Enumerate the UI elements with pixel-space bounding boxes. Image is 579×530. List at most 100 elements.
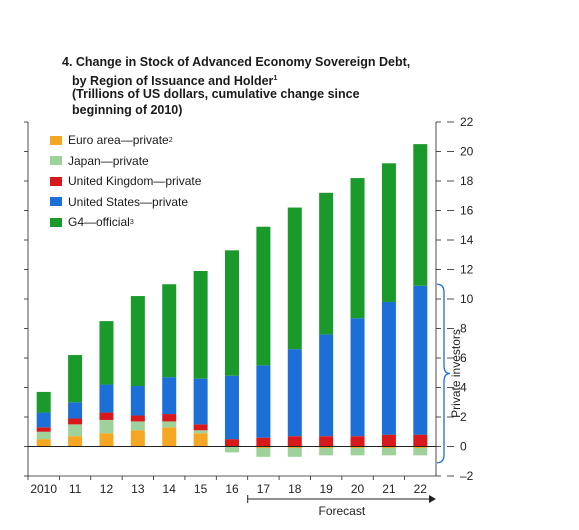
bar-segment	[381, 434, 396, 447]
bar-segment	[287, 446, 302, 448]
x-tick-label: 13	[131, 482, 145, 496]
bar-segment	[68, 418, 83, 425]
bar-segment	[162, 421, 177, 428]
bar-segment	[256, 365, 271, 438]
bar-segment	[68, 402, 83, 419]
legend-swatch	[50, 197, 62, 207]
bar-segment	[36, 391, 51, 413]
bar-segment	[319, 192, 334, 335]
y-tick-label: 4	[460, 381, 467, 395]
chart-title-line-2: by Region of Issuance and Holder1	[72, 71, 277, 89]
y-tick-label: 6	[460, 351, 467, 365]
bar-segment	[36, 412, 51, 428]
x-tick-label: 21	[382, 482, 396, 496]
bar-segment	[68, 436, 83, 447]
chart-title-line-2-text: by Region of Issuance and Holder	[72, 74, 274, 89]
y-tick-label: 2	[460, 410, 467, 424]
bar-segment	[287, 447, 302, 457]
legend-item: G4—official 3	[50, 212, 201, 233]
legend-swatch	[50, 135, 62, 145]
y-tick-label: 8	[460, 322, 467, 336]
bar-segment	[287, 207, 302, 350]
legend-superscript: 2	[168, 136, 173, 144]
legend-label: United States—private	[68, 194, 189, 209]
bar-segment	[162, 284, 177, 378]
x-tick-label: 22	[414, 482, 428, 496]
bar-segment	[99, 433, 114, 447]
bar-segment	[36, 431, 51, 440]
private-investors-label: Private investors	[449, 329, 463, 418]
bar-segment	[350, 447, 365, 456]
y-tick-label: 0	[460, 440, 467, 454]
bar-segment	[350, 446, 365, 448]
bar-segment	[99, 412, 114, 420]
bar-segment	[413, 446, 428, 448]
bar-segment	[256, 226, 271, 366]
legend-label: Euro area—private	[68, 133, 169, 148]
bar-segment	[68, 355, 83, 403]
bar-segment	[99, 321, 114, 385]
bar-segment	[413, 144, 428, 286]
bar-segment	[350, 178, 365, 319]
bar-segment	[193, 433, 208, 447]
forecast-label: Forecast	[319, 504, 366, 518]
bar-segment	[130, 421, 145, 431]
x-tick-label: 11	[69, 482, 82, 496]
legend-swatch	[50, 176, 62, 186]
legend-label: United Kingdom—private	[68, 174, 202, 189]
chart-title-superscript: 1	[273, 75, 278, 82]
bar-segment	[319, 436, 334, 447]
forecast-arrowhead	[429, 495, 436, 503]
bar-segment	[130, 430, 145, 447]
bar-segment	[413, 285, 428, 435]
bar-segment	[225, 446, 239, 453]
bar-segment	[130, 296, 145, 387]
y-tick-label: 10	[460, 292, 474, 306]
bar-segment	[287, 349, 302, 437]
bar-segment	[162, 377, 177, 415]
legend-item: Euro area—private 2	[50, 130, 201, 151]
bar-segment	[413, 434, 428, 447]
bar-segment	[130, 386, 145, 416]
bar-segment	[381, 446, 396, 448]
bar-segment	[99, 384, 114, 413]
chart-title-line-3: (Trillions of US dollars, cumulative cha…	[72, 87, 360, 101]
bar-segment	[381, 301, 396, 435]
y-tick-label: 12	[460, 263, 474, 277]
x-tick-label: 2010	[30, 482, 57, 496]
bar-segment	[319, 447, 334, 456]
bar-segment	[287, 436, 302, 447]
x-tick-label: 14	[163, 482, 177, 496]
bar-segment	[162, 427, 177, 447]
x-tick-label: 19	[319, 482, 333, 496]
bar-segment	[193, 378, 208, 425]
bar-segment	[381, 163, 396, 302]
bar-segment	[162, 414, 177, 422]
bar-segment	[413, 447, 428, 456]
bar-segment	[381, 447, 396, 456]
bar-segment	[350, 318, 365, 437]
bar-segment	[225, 375, 239, 440]
x-tick-label: 16	[225, 482, 239, 496]
y-tick-label: 22	[460, 115, 474, 129]
private-investors-bracket	[436, 283, 451, 464]
chart-title-line-4: beginning of 2010)	[72, 103, 183, 117]
bar-segment	[68, 424, 83, 437]
x-tick-label: 20	[351, 482, 365, 496]
bar-segment	[36, 439, 51, 447]
x-tick-label: 17	[257, 482, 271, 496]
x-tick-label: 12	[100, 482, 114, 496]
legend-item: Japan—private	[50, 151, 201, 172]
x-tick-label: 18	[288, 482, 302, 496]
y-tick-label: 18	[460, 174, 474, 188]
bar-segment	[319, 446, 334, 448]
y-tick-label: 14	[460, 233, 474, 247]
bar-segment	[193, 424, 208, 431]
y-tick-label: 20	[460, 145, 474, 159]
legend-label: G4—official	[68, 215, 130, 230]
bar-segment	[193, 270, 208, 379]
chart-title-line-1: 4. Change in Stock of Advanced Economy S…	[62, 55, 411, 69]
bar-segment	[99, 419, 114, 434]
bar-segment	[256, 446, 271, 448]
bar-segment	[319, 334, 334, 437]
